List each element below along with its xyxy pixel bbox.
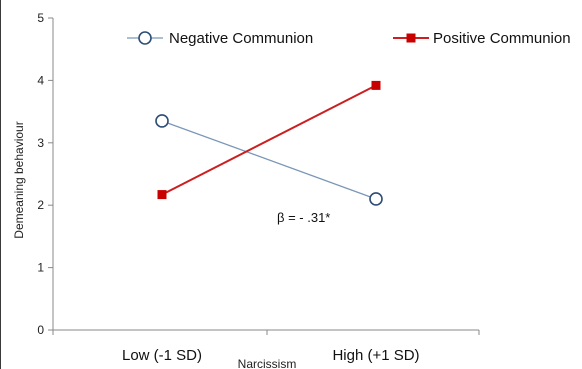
series-layer — [155, 80, 383, 206]
data-point — [155, 114, 169, 128]
legend-marker — [406, 33, 416, 43]
x-category-label: High (+1 SD) — [332, 347, 419, 364]
y-tick-label: 1 — [37, 261, 44, 275]
series-negative-communion — [155, 114, 383, 206]
data-point — [369, 192, 383, 206]
y-axis-title: Demeaning behaviour — [12, 121, 26, 238]
series-line — [161, 120, 377, 200]
y-axis: 0 1 2 3 4 5 — [37, 11, 54, 337]
y-tick-label: 0 — [37, 323, 44, 337]
legend-label: Positive Communion — [433, 30, 571, 47]
legend-label: Negative Communion — [169, 30, 313, 47]
legend: Negative Communion Positive Communion — [127, 30, 571, 47]
x-axis: Low (-1 SD) High (+1 SD) — [52, 329, 480, 364]
legend-item: Positive Communion — [393, 30, 571, 47]
x-axis-title: Narcissism — [238, 357, 297, 369]
data-point — [371, 80, 381, 90]
legend-item: Negative Communion — [127, 30, 313, 47]
y-tick-label: 2 — [37, 198, 44, 212]
y-tick-label: 5 — [37, 11, 44, 25]
y-tick-label: 4 — [37, 73, 44, 87]
y-tick-label: 3 — [37, 136, 44, 150]
x-category-label: Low (-1 SD) — [122, 347, 202, 364]
series-positive-communion — [157, 80, 381, 200]
data-point — [157, 190, 167, 200]
beta-annotation: β = - .31* — [277, 210, 330, 225]
legend-marker — [138, 31, 152, 45]
series-line — [161, 84, 377, 196]
